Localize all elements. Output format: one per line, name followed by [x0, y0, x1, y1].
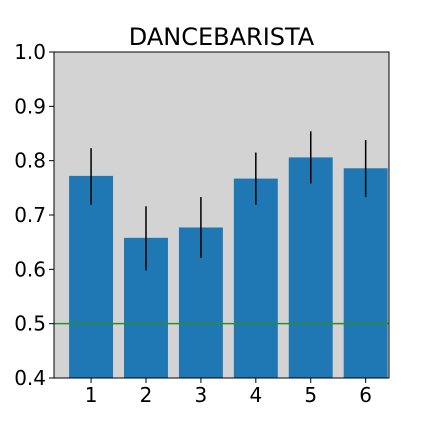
y-tick-label-0.4: 0.4	[14, 366, 46, 390]
chart-title: DANCEBARISTA	[129, 23, 315, 51]
bar-5	[288, 157, 333, 378]
x-tick-label-4: 4	[249, 383, 262, 407]
y-tick-label-0.9: 0.9	[14, 94, 46, 118]
x-tick-label-6: 6	[359, 383, 372, 407]
x-tick-label-1: 1	[85, 383, 98, 407]
bar-4	[233, 178, 278, 378]
y-tick-label-0.6: 0.6	[14, 257, 46, 281]
x-axis: 1 2 3 4 5 6	[85, 378, 372, 407]
y-tick-label-0.7: 0.7	[14, 203, 46, 227]
y-tick-label-0.5: 0.5	[14, 312, 46, 336]
y-tick-label-0.8: 0.8	[14, 149, 46, 173]
y-tick-label-1.0: 1.0	[14, 40, 46, 64]
x-tick-label-3: 3	[195, 383, 208, 407]
y-axis: 0.4 0.5 0.6 0.7 0.8 0.9 1.0	[14, 40, 54, 390]
bar-6	[343, 168, 388, 378]
x-tick-label-5: 5	[304, 383, 317, 407]
error-bars-group	[90, 131, 367, 271]
bar-1	[69, 175, 114, 378]
x-tick-label-2: 2	[140, 383, 153, 407]
